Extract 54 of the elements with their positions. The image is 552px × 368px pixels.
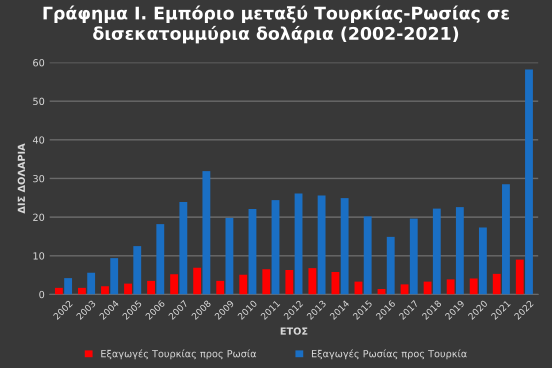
bar xyxy=(340,198,349,294)
bar xyxy=(248,209,256,294)
bar xyxy=(470,278,478,294)
bar xyxy=(170,274,178,294)
bar xyxy=(226,218,234,294)
bar xyxy=(110,258,118,294)
bar xyxy=(133,246,142,294)
bar xyxy=(179,202,188,294)
bar xyxy=(478,228,487,294)
x-axis-title: ΕΤΟΣ xyxy=(280,327,308,335)
bar xyxy=(364,216,372,294)
legend-label: Εξαγωγές Ρωσίας προς Τουρκία xyxy=(312,349,467,360)
bar xyxy=(410,218,418,294)
y-tick-label: 60 xyxy=(33,59,44,66)
bar xyxy=(378,288,386,294)
bar xyxy=(239,274,248,294)
y-axis-title: ΔΙΣ ΔΟΛΑΡΙΑ xyxy=(18,143,26,214)
bar xyxy=(193,268,202,294)
bar xyxy=(516,260,524,294)
bar xyxy=(124,284,132,294)
y-tick-label: 50 xyxy=(33,98,44,106)
y-tick-label: 30 xyxy=(33,174,44,182)
bar xyxy=(446,279,455,294)
bar xyxy=(456,207,464,294)
y-tick-label: 20 xyxy=(33,214,44,221)
bar xyxy=(64,278,72,294)
bar xyxy=(386,236,395,294)
bar xyxy=(502,184,510,294)
bar xyxy=(54,288,63,294)
bar xyxy=(492,274,501,294)
y-tick-label: 0 xyxy=(39,290,44,298)
bar xyxy=(262,269,270,294)
legend-label: Εξαγωγές Τουρκίας προς Ρωσία xyxy=(101,349,256,360)
chart-title: Γράφημα Ι. Εμπόριο μεταξύ Τουρκίας-Ρωσίας σε δισεκατομμύρια δολάρια (2002-2021) xyxy=(44,6,509,44)
bar xyxy=(424,282,432,294)
y-tick-label: 10 xyxy=(34,252,44,260)
bar xyxy=(308,268,316,294)
bar xyxy=(78,288,86,294)
y-tick-label: 40 xyxy=(32,136,44,144)
bar xyxy=(156,224,164,294)
bar xyxy=(432,208,441,294)
bar xyxy=(272,200,280,294)
bar xyxy=(318,195,326,294)
bar xyxy=(354,282,362,294)
bar xyxy=(101,286,109,294)
bar xyxy=(400,284,408,294)
bar xyxy=(525,70,533,294)
bar xyxy=(202,171,210,294)
bar xyxy=(147,280,155,294)
bar xyxy=(216,280,224,294)
bar xyxy=(285,270,294,294)
bar xyxy=(294,194,302,294)
bar xyxy=(87,272,96,294)
bar xyxy=(332,272,340,294)
